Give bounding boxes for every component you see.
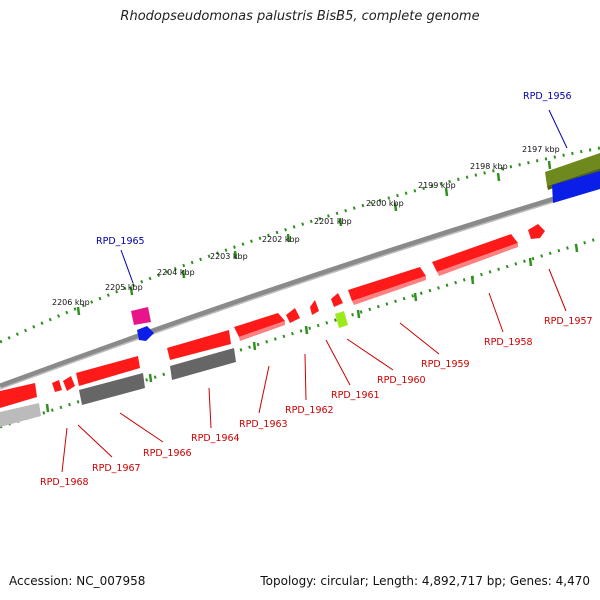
tick-label: 2198 kbp bbox=[470, 162, 508, 171]
leader-line bbox=[488, 292, 504, 333]
inner-tick-dots bbox=[0, 236, 600, 429]
leader-line bbox=[61, 427, 68, 473]
major-tick bbox=[528, 257, 533, 267]
major-tick bbox=[496, 172, 501, 182]
major-tick bbox=[413, 292, 418, 302]
gene-rpd-1967[interactable] bbox=[63, 376, 75, 391]
gene-label[interactable]: RPD_1968 bbox=[40, 477, 89, 488]
gene-rpd-1964-gray[interactable] bbox=[170, 348, 236, 380]
tick-label: 2200 kbp bbox=[366, 199, 404, 208]
gene-rpd-1956-blue[interactable] bbox=[552, 171, 600, 203]
outer-major-ticks bbox=[76, 160, 552, 316]
gene-rpd-1965-pink[interactable] bbox=[131, 307, 151, 325]
gene-label[interactable]: RPD_1959 bbox=[421, 359, 470, 370]
leader-line bbox=[548, 109, 568, 149]
tick-labels: 2197 kbp 2198 kbp 2199 kbp 2200 kbp 2201 kbp… bbox=[52, 145, 560, 307]
gene-label[interactable]: RPD_1963 bbox=[239, 419, 288, 430]
tick-label: 2204 kbp bbox=[157, 268, 195, 277]
genome-backbone-shadow bbox=[0, 187, 600, 390]
leader-line bbox=[119, 412, 164, 443]
gene-rpd-1964-shade bbox=[239, 321, 285, 341]
major-tick bbox=[304, 325, 309, 335]
tick-label: 2197 kbp bbox=[522, 145, 560, 154]
gene-label-leaders bbox=[61, 109, 568, 473]
leader-line bbox=[208, 387, 212, 429]
leader-line bbox=[304, 353, 307, 401]
major-tick bbox=[181, 269, 186, 279]
gene-rpd-1968-gray[interactable] bbox=[0, 403, 41, 427]
gene-label[interactable]: RPD_1965 bbox=[96, 236, 145, 247]
gene-rpd-1963[interactable] bbox=[286, 308, 300, 323]
gene-rpd-1959-shade bbox=[352, 276, 426, 305]
tick-label: 2205 kbp bbox=[105, 283, 143, 292]
major-tick bbox=[470, 275, 475, 285]
outer-tick-track: 2197 kbp 2198 kbp 2199 kbp 2200 kbp 2201 kbp… bbox=[0, 145, 600, 344]
gene-rpd-1958[interactable] bbox=[432, 234, 518, 272]
tick-label: 2199 kbp bbox=[418, 181, 456, 190]
gene-rpd-1962[interactable] bbox=[310, 300, 319, 315]
gene-features bbox=[0, 153, 600, 427]
accession-text: Accession: NC_007958 bbox=[9, 574, 146, 588]
major-tick bbox=[338, 217, 343, 227]
leader-line bbox=[258, 365, 270, 414]
gene-rpd-1958-shade bbox=[437, 243, 518, 276]
major-tick bbox=[574, 243, 579, 253]
gene-rpd-1967-small[interactable] bbox=[52, 380, 62, 392]
major-tick bbox=[547, 160, 552, 170]
major-tick bbox=[356, 309, 361, 319]
leader-line bbox=[346, 338, 394, 371]
major-tick bbox=[286, 233, 291, 243]
gene-label[interactable]: RPD_1964 bbox=[191, 433, 240, 444]
genome-title: Rhodopseudomonas palustris BisB5, comple… bbox=[120, 9, 480, 24]
gene-label[interactable]: RPD_1960 bbox=[377, 375, 426, 386]
genome-backbone bbox=[0, 182, 600, 389]
major-tick bbox=[148, 373, 153, 383]
tick-label: 2203 kbp bbox=[210, 252, 248, 261]
gene-label[interactable]: RPD_1956 bbox=[523, 91, 572, 102]
leader-line bbox=[399, 322, 440, 355]
gene-rpd-1960[interactable] bbox=[335, 311, 348, 328]
gene-rpd-1961[interactable] bbox=[331, 293, 343, 307]
major-tick bbox=[129, 286, 134, 296]
tick-label: 2206 kbp bbox=[52, 298, 90, 307]
major-tick bbox=[45, 403, 50, 413]
tick-label: 2201 kbp bbox=[314, 217, 352, 226]
leader-line bbox=[548, 268, 567, 312]
genome-summary-text: Topology: circular; Length: 4,892,717 bp… bbox=[260, 574, 590, 588]
gene-rpd-1966-gray[interactable] bbox=[79, 373, 145, 405]
gene-label[interactable]: RPD_1962 bbox=[285, 405, 334, 416]
gene-rpd-1968[interactable] bbox=[0, 383, 37, 408]
gene-rpd-1957[interactable] bbox=[528, 224, 545, 239]
major-tick bbox=[393, 202, 398, 212]
major-tick bbox=[76, 306, 81, 316]
gene-rpd-1959[interactable] bbox=[348, 267, 426, 301]
major-tick bbox=[252, 341, 257, 351]
leader-line bbox=[77, 424, 113, 458]
gene-label[interactable]: RPD_1967 bbox=[92, 463, 141, 474]
major-tick bbox=[233, 250, 238, 260]
gene-rpd-1965-blue[interactable] bbox=[137, 326, 154, 341]
major-tick bbox=[444, 187, 449, 197]
gene-label[interactable]: RPD_1961 bbox=[331, 390, 380, 401]
gene-rpd-1964-red-2[interactable] bbox=[167, 330, 231, 360]
tick-label: 2202 kbp bbox=[262, 235, 300, 244]
leader-line bbox=[120, 249, 134, 284]
gene-rpd-1964[interactable] bbox=[234, 313, 285, 337]
gene-label[interactable]: RPD_1966 bbox=[143, 448, 192, 459]
gene-label[interactable]: RPD_1957 bbox=[544, 316, 593, 327]
gene-labels: RPD_1956 RPD_1957 RPD_1958 RPD_1959 RPD_1960… bbox=[40, 91, 593, 488]
gene-rpd-1966[interactable] bbox=[76, 356, 140, 386]
gene-label[interactable]: RPD_1958 bbox=[484, 337, 533, 348]
leader-line bbox=[325, 339, 351, 386]
gene-rpd-1956-olive[interactable] bbox=[545, 153, 600, 186]
